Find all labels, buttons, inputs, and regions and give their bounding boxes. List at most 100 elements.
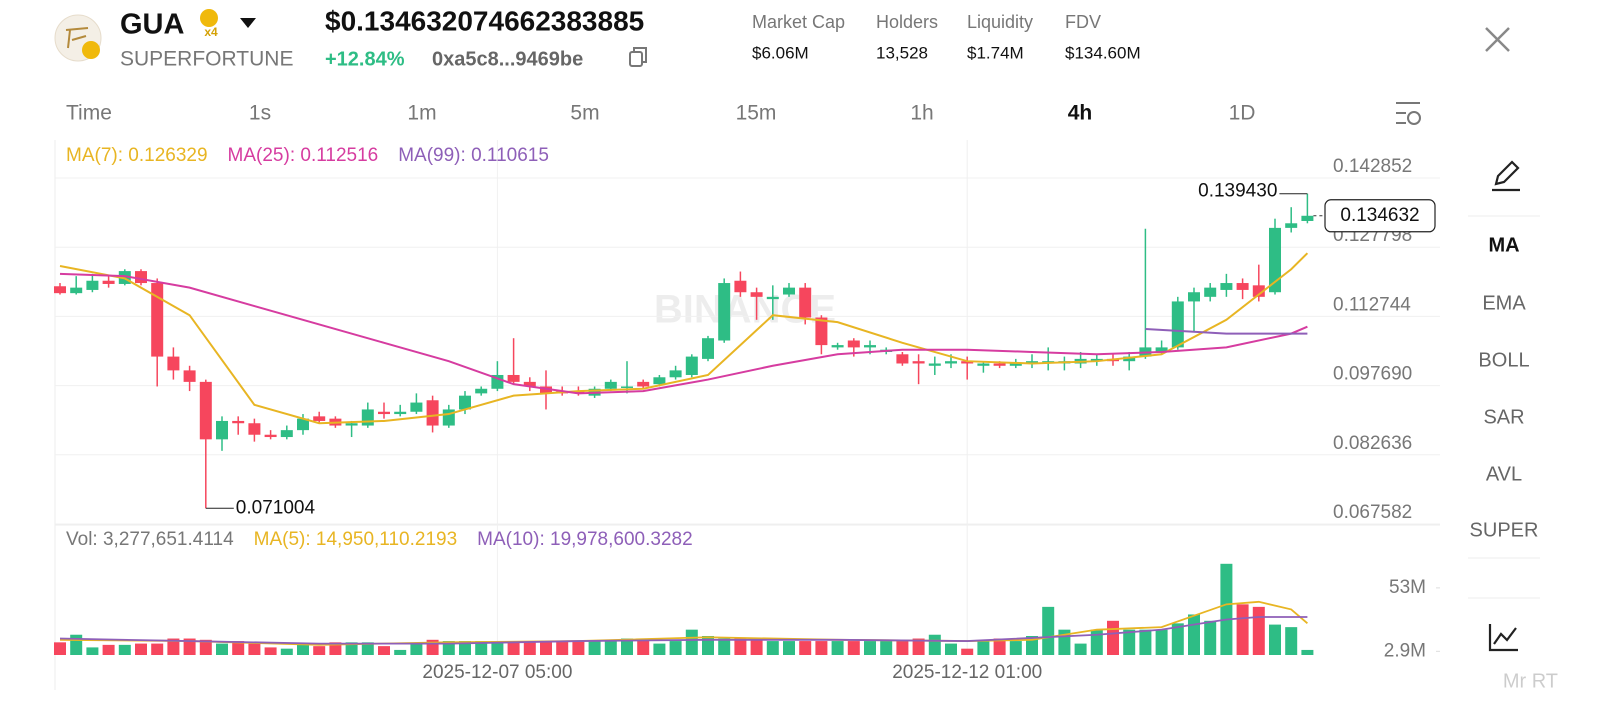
logo-glyph: [65, 27, 89, 49]
volume-bar: [864, 641, 876, 655]
volume-bar: [118, 644, 131, 655]
candle-body: [1026, 361, 1038, 364]
close-button[interactable]: [1485, 27, 1510, 52]
y-tick-label: 0.142852: [1333, 156, 1412, 177]
candle-body: [70, 287, 83, 294]
volume-bar: [572, 641, 585, 655]
volume-bar: [653, 643, 666, 655]
stat-label: Market Cap: [752, 12, 845, 32]
interval-tab[interactable]: 4h: [1068, 102, 1093, 125]
indicator-button[interactable]: SUPER: [1470, 519, 1539, 541]
volume-bar: [442, 641, 455, 655]
indicator-icon[interactable]: [1488, 624, 1518, 652]
volume-bar: [1155, 629, 1168, 655]
stat-value: $134.60M: [1065, 43, 1141, 62]
candle-body: [928, 363, 941, 366]
stat-label: Liquidity: [967, 12, 1033, 32]
legend-item: MA(99): 0.110615: [398, 145, 549, 166]
volume-bar: [588, 641, 601, 655]
badge: x4: [204, 25, 218, 39]
volume-bar: [734, 638, 747, 655]
candle-body: [896, 354, 909, 364]
legend-item: MA(10): 19,978,600.3282: [477, 529, 693, 550]
volume-bar: [750, 638, 763, 655]
candle-body: [361, 409, 374, 426]
volume-bar: [410, 643, 423, 655]
volume-bar: [1204, 620, 1217, 655]
candle-body: [1009, 363, 1022, 366]
volume-bar: [702, 636, 714, 655]
volume-bar: [685, 629, 698, 655]
volume-bar: [1042, 606, 1055, 655]
interval-tab[interactable]: 15m: [736, 102, 777, 125]
stat-value: 13,528: [876, 43, 928, 62]
candle-body: [1252, 285, 1265, 297]
candle-body: [847, 340, 860, 348]
candle-body: [491, 374, 504, 389]
draw-icon[interactable]: [1492, 160, 1520, 192]
interval-tab[interactable]: 1m: [407, 102, 436, 125]
candle-body: [653, 377, 666, 385]
candle-body: [313, 416, 326, 421]
candle-body: [410, 402, 423, 412]
settings-icon[interactable]: [1396, 102, 1421, 125]
x-tick-label: 2025-12-07 05:00: [422, 662, 572, 683]
volume-bar: [1188, 614, 1200, 655]
indicator-button[interactable]: BOLL: [1478, 349, 1529, 371]
candle-body: [637, 381, 650, 387]
volume-bar: [167, 638, 180, 655]
volume-bar: [394, 649, 407, 655]
volume-ma-line: [59, 616, 1308, 645]
volume-bar: [507, 641, 520, 655]
volume-bar: [815, 641, 828, 655]
volume-bar: [1107, 620, 1119, 655]
candle-body: [685, 356, 698, 375]
candle-body: [1269, 227, 1281, 293]
copy-icon[interactable]: [629, 47, 647, 67]
y-tick-label: 0.097690: [1333, 364, 1412, 385]
volume-bar: [102, 644, 115, 655]
interval-tab[interactable]: 5m: [570, 102, 599, 125]
candle-body: [1285, 223, 1298, 228]
low-label: 0.071004: [236, 497, 316, 518]
interval-tab[interactable]: 1h: [910, 102, 933, 125]
volume-bar: [280, 648, 293, 655]
interval-tab[interactable]: 1D: [1229, 102, 1256, 125]
volume-bar: [556, 641, 569, 655]
candle-body: [1301, 215, 1314, 221]
candle-body: [232, 420, 245, 424]
legend-item: MA(25): 0.112516: [228, 145, 379, 166]
y-tick-label: 53M: [1389, 577, 1426, 598]
candle-body: [86, 280, 99, 290]
stat-label: FDV: [1065, 12, 1101, 32]
volume-bar: [523, 641, 536, 655]
volume-bar: [1252, 606, 1265, 655]
interval-tab[interactable]: Time: [66, 102, 112, 125]
volume-bar: [248, 643, 261, 655]
candle-body: [750, 292, 763, 297]
volume-bar: [637, 638, 650, 655]
candle-body: [102, 280, 115, 284]
interval-tab[interactable]: 1s: [249, 102, 271, 125]
candle-body: [54, 286, 66, 294]
logo-chain: [82, 41, 100, 59]
price-box: [1324, 199, 1436, 233]
indicator-button[interactable]: EMA: [1482, 292, 1526, 314]
verified-badge: [200, 9, 218, 27]
dropdown[interactable]: [240, 18, 256, 28]
indicator-button[interactable]: AVL: [1486, 463, 1522, 485]
volume-bar: [945, 643, 957, 655]
candle-body: [669, 370, 682, 378]
indicator-button[interactable]: SAR: [1483, 406, 1524, 428]
volume-bar: [847, 641, 860, 655]
volume-bar: [928, 634, 941, 655]
candle-body: [507, 374, 520, 382]
candle-body: [1155, 347, 1168, 352]
indicator-button[interactable]: MA: [1488, 234, 1519, 256]
volume-bar: [896, 641, 909, 655]
candle-body: [459, 395, 471, 410]
volume-bar: [264, 647, 277, 655]
address: 0xa5c8...9469be: [432, 48, 583, 70]
candle-body: [523, 381, 536, 387]
volume-bar: [345, 642, 358, 655]
